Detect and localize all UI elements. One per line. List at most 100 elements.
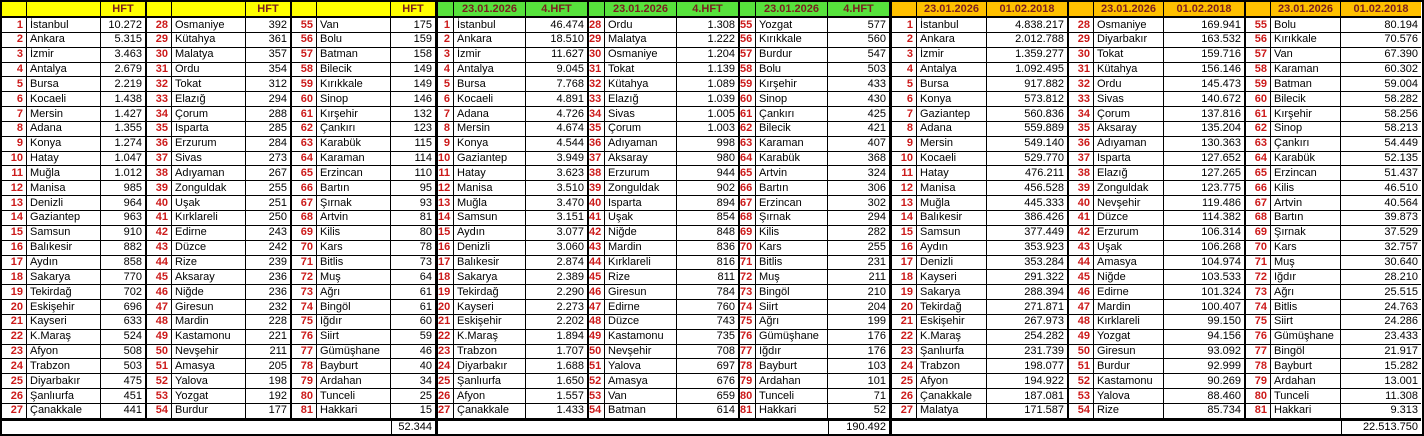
rank-cell[interactable]: 78 [740,359,756,375]
city-cell[interactable]: Çorum [605,121,677,137]
city-cell[interactable]: Ardahan [756,374,828,390]
value-cell[interactable]: 476.211 [987,166,1067,182]
rank-cell[interactable]: 27 [892,403,917,419]
rank-cell[interactable]: 23 [892,344,917,360]
city-cell[interactable]: Osmaniye [172,18,246,33]
city-cell[interactable]: Bitlis [317,255,391,271]
rank-cell[interactable]: 32 [147,77,172,93]
city-cell[interactable]: Rize [172,255,246,271]
city-cell[interactable]: Sakarya [917,285,987,301]
city-cell[interactable]: Karabük [317,136,391,152]
value-cell[interactable]: 1.433 [526,404,587,419]
city-cell[interactable]: Muğla [454,196,526,211]
rank-cell[interactable]: 47 [147,300,172,315]
city-cell[interactable]: Çorum [1094,107,1164,122]
city-cell[interactable]: Iğdır [1271,270,1341,286]
rank-cell[interactable]: 51 [589,359,605,375]
value-cell[interactable]: 52.135 [1341,152,1421,167]
value-cell[interactable]: 123 [391,122,435,137]
value-cell[interactable]: 980 [677,152,738,167]
city-cell[interactable]: Gaziantep [454,151,526,167]
rank-cell[interactable]: 18 [438,270,454,286]
rank-cell[interactable]: 68 [740,210,756,226]
rank-cell[interactable]: 12 [438,181,454,197]
value-cell[interactable]: 114 [391,152,435,167]
value-cell[interactable]: 273 [246,152,290,167]
city-cell[interactable]: Tekirdağ [917,300,987,315]
value-header-cell[interactable]: 01.02.2018 [1164,2,1244,18]
rank-cell[interactable]: 31 [589,62,605,78]
date-header-cell[interactable] [27,2,101,18]
city-cell[interactable]: Konya [917,92,987,108]
city-cell[interactable]: Balıkesir [454,255,526,271]
rank-cell[interactable]: 57 [740,47,756,63]
date-header-cell[interactable] [172,2,246,18]
value-cell[interactable]: 882 [101,241,145,256]
value-cell[interactable]: 3.151 [526,211,587,226]
city-cell[interactable]: Amasya [172,359,246,375]
city-cell[interactable]: Karaman [317,151,391,167]
value-cell[interactable]: 204 [828,300,889,315]
value-cell[interactable]: 25 [391,389,435,404]
value-cell[interactable]: 159.716 [1164,48,1244,63]
value-cell[interactable]: 633 [101,315,145,330]
value-cell[interactable]: 34 [391,374,435,390]
rank-cell[interactable]: 16 [2,240,27,256]
rank-cell[interactable]: 42 [589,225,605,241]
city-cell[interactable]: Uşak [1094,240,1164,256]
value-cell[interactable]: 64 [391,270,435,286]
rank-cell[interactable]: 7 [2,107,27,122]
city-cell[interactable]: Kayseri [917,270,987,286]
city-cell[interactable]: Artvin [756,166,828,182]
rank-cell[interactable]: 11 [2,166,27,182]
value-cell[interactable]: 1.047 [101,152,145,167]
value-cell[interactable]: 368 [828,152,889,167]
value-cell[interactable]: 58.282 [1341,92,1421,108]
value-cell[interactable]: 735 [677,330,738,345]
value-cell[interactable]: 81 [391,211,435,226]
city-cell[interactable]: Kırşehir [756,77,828,93]
value-cell[interactable]: 88.460 [1164,389,1244,404]
city-cell[interactable]: Isparta [605,196,677,211]
rank-cell[interactable]: 68 [1246,210,1271,226]
city-cell[interactable]: Amasya [1094,255,1164,271]
city-cell[interactable]: Artvin [317,210,391,226]
city-cell[interactable]: Isparta [1094,151,1164,167]
value-cell[interactable]: 115 [391,137,435,152]
rank-cell[interactable]: 3 [438,47,454,63]
value-cell[interactable]: 221 [246,330,290,345]
rank-cell[interactable]: 56 [740,32,756,48]
value-header-cell[interactable]: 4.HFT [828,2,889,18]
rank-cell[interactable]: 30 [147,47,172,63]
city-cell[interactable]: Adana [454,107,526,122]
rank-cell[interactable]: 8 [2,121,27,137]
rank-cell[interactable]: 64 [292,151,317,167]
rank-cell[interactable]: 18 [2,270,27,286]
city-cell[interactable]: Bingöl [1271,344,1341,360]
rank-cell[interactable]: 56 [292,32,317,48]
rank-cell[interactable]: 20 [438,300,454,315]
city-cell[interactable]: Çankırı [756,107,828,122]
city-cell[interactable]: Afyon [917,374,987,390]
rank-cell[interactable]: 58 [1246,62,1271,78]
city-cell[interactable]: Kırıkkale [756,32,828,48]
rank-cell[interactable]: 28 [147,18,172,33]
value-cell[interactable]: 13.001 [1341,374,1421,390]
rank-cell[interactable]: 44 [147,255,172,271]
rank-cell[interactable]: 24 [438,359,454,375]
rank-cell[interactable]: 62 [740,121,756,137]
value-cell[interactable]: 294 [828,211,889,226]
value-cell[interactable]: 4.838.217 [987,18,1067,33]
value-cell[interactable]: 944 [677,166,738,182]
value-cell[interactable]: 158 [391,48,435,63]
rank-cell[interactable]: 58 [740,62,756,78]
rank-cell[interactable]: 78 [1246,359,1271,375]
value-cell[interactable]: 696 [101,300,145,315]
city-cell[interactable]: Diyarbakır [454,359,526,375]
rank-cell[interactable]: 56 [1246,32,1271,48]
rank-cell[interactable]: 32 [1069,77,1094,93]
value-cell[interactable]: 1.359.277 [987,48,1067,63]
value-cell[interactable]: 210 [828,285,889,301]
rank-header-cell[interactable] [1246,2,1271,18]
value-cell[interactable]: 176 [828,330,889,345]
